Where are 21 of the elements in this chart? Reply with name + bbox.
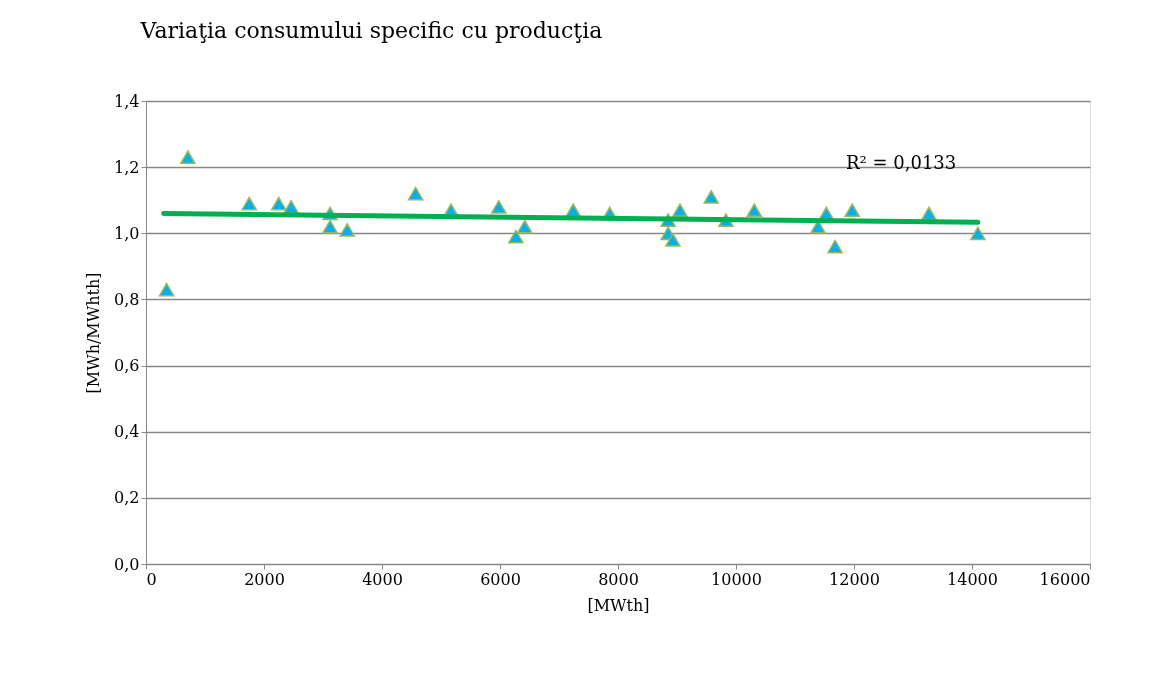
x-axis-title: [MWth] <box>587 595 650 615</box>
x-tick-label: 10000 <box>711 569 762 589</box>
y-tick-label: 0,4 <box>114 422 140 442</box>
y-tick-label: 0,8 <box>114 289 140 309</box>
x-tick-label: 12000 <box>829 569 880 589</box>
x-tick-label: 8000 <box>598 569 639 589</box>
y-tick-label: 0,2 <box>114 488 140 508</box>
x-tick-label: 4000 <box>362 569 403 589</box>
y-tick-label: 1,2 <box>114 157 140 177</box>
y-tick-label: 0,6 <box>114 356 140 376</box>
y-axis-title: [MWh/MWhth] <box>84 272 104 394</box>
chart-title: Variaţia consumului specific cu producţia <box>139 18 603 43</box>
y-tick-label: 1,0 <box>114 223 140 243</box>
x-tick-label: 6000 <box>480 569 521 589</box>
y-tick-label: 1,4 <box>114 91 140 111</box>
x-tick-label: 0 <box>146 569 157 589</box>
x-tick-label: 14000 <box>947 569 998 589</box>
x-tick-label: 2000 <box>244 569 285 589</box>
annotation: R² = 0,0133 <box>846 152 957 173</box>
x-tick-label: 16000 <box>1039 569 1091 589</box>
y-tick-label: 0,0 <box>114 554 140 574</box>
